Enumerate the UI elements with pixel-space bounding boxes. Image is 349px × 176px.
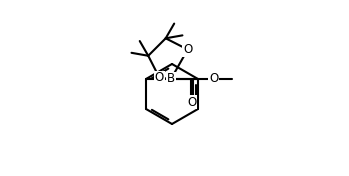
Text: O: O	[187, 96, 196, 108]
Text: O: O	[209, 73, 218, 86]
Text: O: O	[155, 71, 164, 84]
Text: B: B	[167, 73, 175, 86]
Text: O: O	[183, 43, 192, 56]
